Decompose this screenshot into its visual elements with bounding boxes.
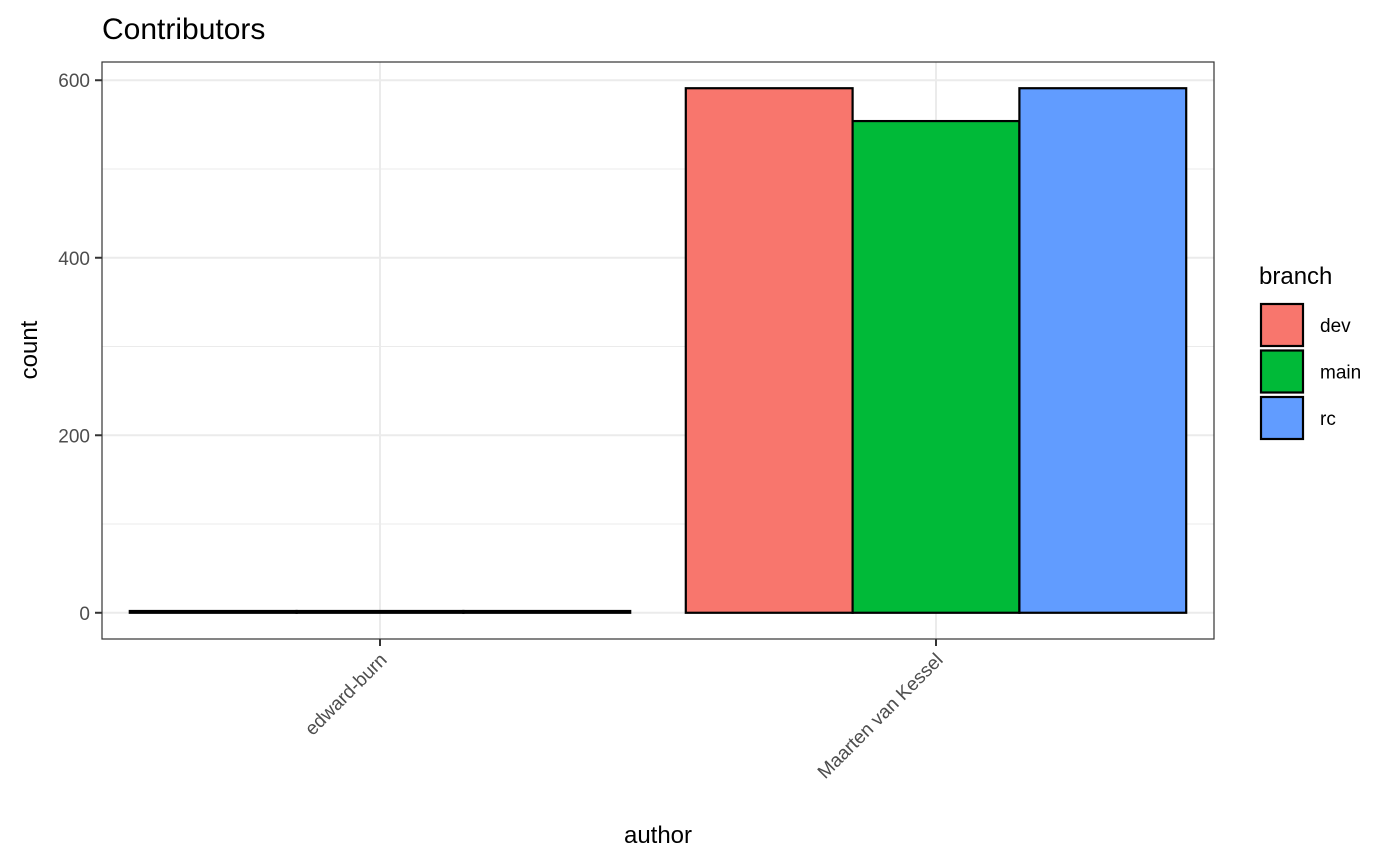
plot-panel-border bbox=[101, 61, 1215, 640]
legend-title: branch bbox=[1259, 263, 1332, 290]
legend-key-main bbox=[1259, 349, 1305, 394]
x-axis-title: author bbox=[624, 822, 692, 849]
y-axis: 0 200 400 600 bbox=[58, 71, 102, 625]
legend-key-rc bbox=[1259, 395, 1305, 441]
legend-label-dev: dev bbox=[1320, 316, 1351, 337]
bar-main-2 bbox=[851, 119, 1021, 614]
x-axis: edward-burn Maarten van Kessel bbox=[301, 639, 948, 784]
legend-label-main: main bbox=[1320, 363, 1361, 384]
legend-label-rc: rc bbox=[1320, 409, 1336, 430]
legend-key-dev bbox=[1259, 302, 1305, 348]
bar-dev-1 bbox=[128, 609, 298, 614]
chart-title: Contributors bbox=[102, 13, 265, 46]
bars bbox=[128, 87, 1188, 614]
legend: dev main rc bbox=[1259, 302, 1361, 441]
bar-rc-2 bbox=[1018, 87, 1188, 614]
y-tick-label: 400 bbox=[58, 249, 90, 270]
bar-dev-2 bbox=[684, 87, 854, 614]
y-tick-label: 200 bbox=[58, 426, 90, 447]
x-tick-label: edward-burn bbox=[301, 650, 391, 740]
y-axis-title: count bbox=[16, 320, 43, 379]
bar-main-1 bbox=[295, 609, 465, 614]
y-tick-label: 0 bbox=[79, 604, 90, 625]
x-tick-label: Maarten van Kessel bbox=[814, 650, 948, 784]
bar-rc-1 bbox=[462, 609, 632, 614]
y-tick-label: 600 bbox=[58, 71, 90, 92]
